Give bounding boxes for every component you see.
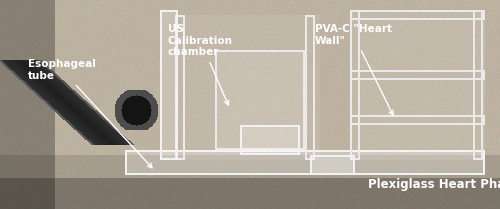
Text: Plexiglass Heart Phantom: Plexiglass Heart Phantom [368,178,500,191]
Text: Esophageal
tube: Esophageal tube [28,59,152,168]
Text: US
Calibration
chamber: US Calibration chamber [168,24,233,105]
Text: PVA-C "Heart
Wall": PVA-C "Heart Wall" [315,24,393,115]
